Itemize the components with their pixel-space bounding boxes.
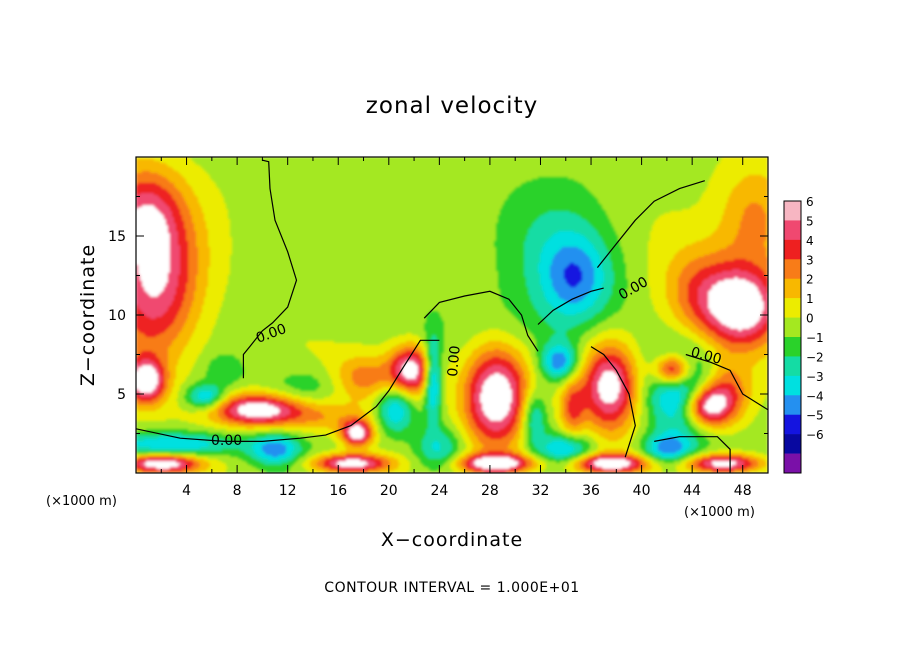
contour-label: 0.00	[445, 345, 464, 377]
contour-label: 0.00	[689, 344, 723, 368]
x-unit-label-right: (×1000 m)	[684, 505, 755, 520]
chart-title: zonal velocity	[366, 93, 538, 119]
colorbar-swatch	[784, 375, 801, 396]
colorbar-label: −5	[806, 409, 824, 423]
colorbar-swatch	[784, 239, 801, 260]
x-tick-label: 16	[329, 483, 347, 499]
y-tick-label: 15	[108, 229, 126, 245]
colorbar-frame	[783, 200, 802, 474]
x-tick-label: 32	[532, 483, 550, 499]
colorbar-label: 3	[806, 253, 814, 267]
plot-area	[136, 157, 768, 473]
colorbar-swatch	[784, 298, 801, 318]
colorbar-swatch	[784, 278, 801, 299]
zero-contour-line	[242, 159, 298, 379]
y-axis-ticks: 5 10 15	[108, 196, 768, 434]
x-tick-label: 40	[633, 483, 651, 499]
velocity-field	[136, 157, 768, 473]
zero-contours	[136, 159, 768, 473]
contour-label: 0.00	[211, 433, 242, 449]
colorbar-swatch	[784, 220, 801, 241]
colorbar-swatch	[784, 395, 801, 416]
zero-contour-line	[590, 346, 636, 458]
colorbar: 6 5 4 3 2 1 0 −1 −2 −3 −4 −5 −6	[783, 195, 824, 474]
colorbar-label: 2	[806, 273, 814, 287]
colorbar-label: −3	[806, 370, 824, 384]
zero-contour-line	[596, 180, 705, 268]
colorbar-swatch	[784, 434, 801, 454]
colorbar-label: −1	[806, 331, 824, 345]
colorbar-label: 5	[806, 214, 814, 228]
x-unit-label-left: (×1000 m)	[46, 494, 117, 509]
x-tick-label: 8	[233, 483, 242, 499]
colorbar-label: 1	[806, 292, 814, 306]
x-tick-label: 20	[380, 483, 398, 499]
colorbar-swatch	[784, 317, 801, 338]
x-tick-label: 36	[582, 483, 600, 499]
x-tick-label: 48	[734, 483, 752, 499]
zero-contour-line	[423, 290, 539, 352]
colorbar-label: 0	[806, 312, 814, 326]
zero-contour-line	[537, 287, 604, 325]
x-tick-label: 12	[279, 483, 297, 499]
y-axis-label: Z−coordinate	[77, 244, 99, 386]
zero-contour-line	[654, 436, 731, 473]
y-tick-label: 5	[117, 387, 126, 403]
colorbar-swatch	[784, 356, 801, 377]
colorbar-label: −4	[806, 389, 824, 403]
x-tick-label: 28	[481, 483, 499, 499]
colorbar-swatch	[784, 201, 801, 221]
contour-interval-text: CONTOUR INTERVAL = 1.000E+01	[324, 580, 579, 596]
y-tick-label: 10	[108, 308, 126, 324]
colorbar-swatch	[784, 259, 801, 280]
colorbar-label: −6	[806, 428, 824, 442]
colorbar-label: 4	[806, 234, 814, 248]
zero-contour-line	[136, 339, 440, 442]
x-tick-label: 4	[182, 483, 191, 499]
colorbar-swatch	[784, 453, 801, 474]
x-tick-label: 24	[430, 483, 448, 499]
zero-contour-line	[685, 353, 768, 411]
x-axis-label: X−coordinate	[381, 529, 523, 551]
colorbar-swatch	[784, 337, 801, 357]
colorbar-label: −2	[806, 350, 824, 364]
colorbar-label: 6	[806, 195, 814, 209]
x-tick-label: 44	[683, 483, 701, 499]
colorbar-swatch	[784, 414, 801, 435]
x-axis-ticks: 4 8 12 16 20 24 28 32 36 40 44 48	[160, 157, 752, 499]
